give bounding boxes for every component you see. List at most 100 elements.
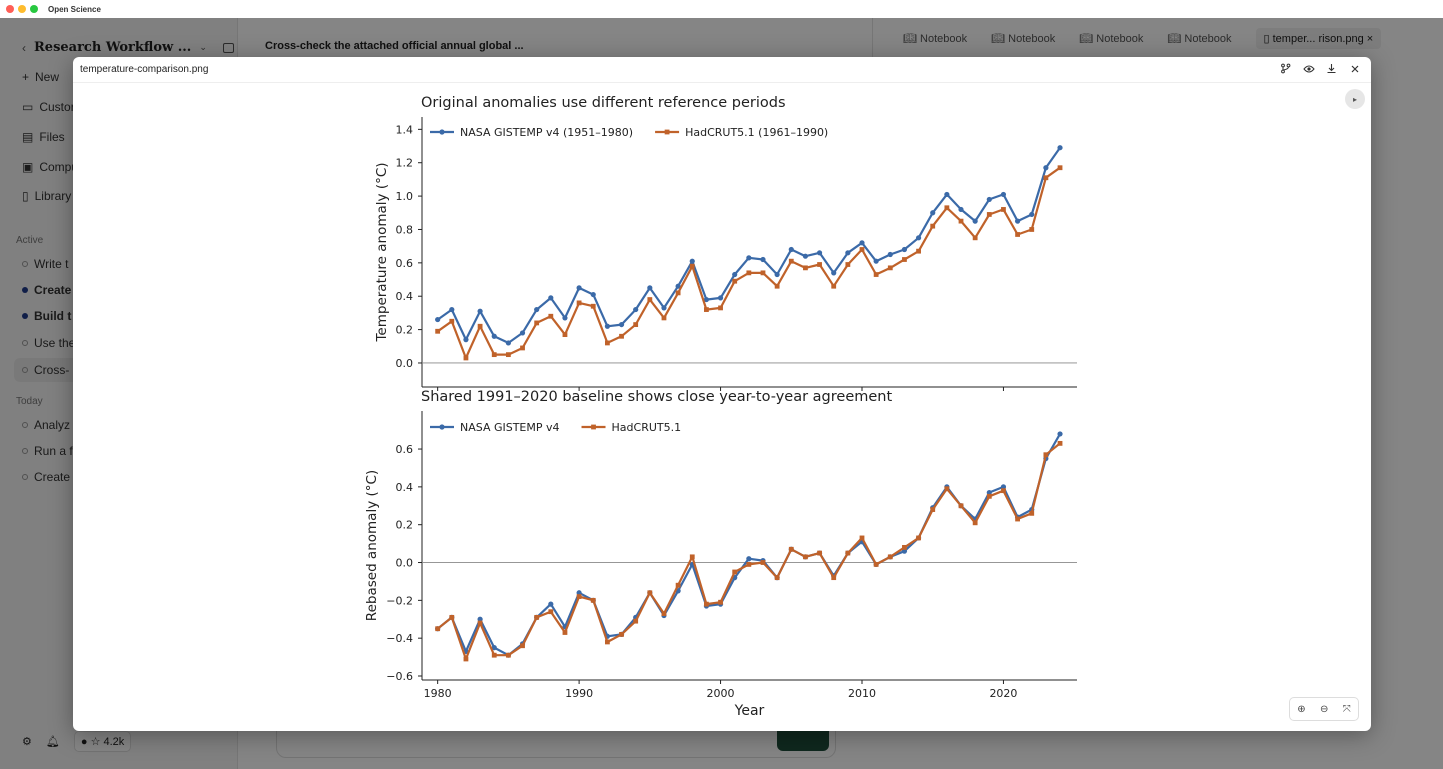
- sidebar-item-custom[interactable]: ▭ Custor: [22, 100, 75, 114]
- sidebar-item-compute[interactable]: ▣ Compu: [22, 160, 78, 174]
- data-point: [562, 630, 568, 635]
- data-point: [618, 321, 625, 328]
- data-point: [477, 323, 483, 329]
- legend-marker: [664, 129, 670, 135]
- zoom-in-icon[interactable]: ⊕: [1297, 703, 1306, 715]
- today-section-header: Today: [16, 396, 43, 407]
- sidebar-item-library[interactable]: ▯ Library: [22, 189, 71, 203]
- task-title: Cross-check the attached official annual…: [265, 40, 524, 52]
- data-point: [477, 308, 483, 314]
- list-item[interactable]: Use the: [22, 336, 75, 350]
- github-icon: ●: [80, 736, 88, 748]
- data-point: [491, 333, 497, 339]
- data-point: [760, 256, 766, 263]
- data-point: [831, 575, 837, 581]
- project-title[interactable]: Research Workflow ...: [34, 40, 192, 55]
- github-stars-button[interactable]: ● ☆ 4.2k: [73, 731, 132, 752]
- download-icon[interactable]: [1325, 62, 1338, 75]
- list-item[interactable]: Run a f: [22, 444, 73, 458]
- back-chevron-icon[interactable]: ‹: [22, 40, 26, 55]
- tab-label: temper... rison.png: [1272, 32, 1364, 45]
- data-point: [1029, 211, 1035, 218]
- data-point: [520, 345, 525, 351]
- new-label: New: [35, 70, 60, 84]
- data-point: [718, 599, 723, 605]
- data-point: [972, 218, 978, 224]
- data-point: [845, 250, 851, 256]
- data-point: [477, 620, 483, 626]
- data-point: [548, 295, 554, 301]
- data-point: [463, 355, 469, 361]
- data-point: [647, 590, 653, 596]
- data-point: [576, 285, 582, 291]
- data-point: [562, 315, 568, 321]
- x-tick-label: 1980: [424, 687, 452, 700]
- close-tab-icon[interactable]: ×: [1366, 32, 1374, 45]
- minimize-window-button[interactable]: [18, 5, 26, 13]
- chart-title: Original anomalies use different referen…: [421, 95, 786, 111]
- data-point: [930, 507, 936, 512]
- data-point: [873, 562, 879, 567]
- gear-icon[interactable]: ⚙: [22, 736, 32, 748]
- list-item[interactable]: Create: [22, 470, 70, 484]
- branch-icon[interactable]: [1279, 62, 1292, 75]
- data-point: [887, 554, 893, 560]
- maximize-window-button[interactable]: [30, 5, 38, 13]
- close-icon[interactable]: [1348, 62, 1361, 75]
- data-point: [505, 652, 511, 658]
- zoom-out-icon[interactable]: ⊖: [1320, 703, 1329, 715]
- data-point: [661, 315, 667, 321]
- x-tick-label: 2000: [707, 687, 735, 700]
- data-point: [887, 265, 893, 271]
- data-point: [689, 554, 695, 560]
- data-point: [1015, 232, 1020, 237]
- sidebar-item-files[interactable]: ▤ Files: [22, 130, 65, 144]
- y-tick-label: −0.2: [386, 594, 413, 607]
- y-tick-label: 0.6: [396, 443, 414, 456]
- chevron-down-icon[interactable]: ⌄: [199, 42, 207, 52]
- tab-notebook[interactable]: 📖︎ Notebook: [1079, 32, 1144, 45]
- tab-notebook[interactable]: 📖︎ Notebook: [991, 32, 1056, 45]
- data-point: [1000, 191, 1007, 198]
- cursor-icon[interactable]: ▸: [1345, 89, 1365, 109]
- tab-label: Notebook: [1096, 32, 1144, 45]
- data-point: [803, 554, 808, 560]
- x-axis-label: Year: [734, 703, 765, 719]
- fit-screen-icon[interactable]: ⤧: [1342, 703, 1351, 715]
- data-point: [916, 535, 921, 541]
- data-point: [519, 330, 526, 336]
- data-point: [548, 609, 554, 615]
- list-item[interactable]: Analyz: [22, 418, 70, 432]
- data-point: [831, 270, 837, 276]
- data-point: [449, 306, 455, 313]
- data-point: [958, 503, 964, 509]
- new-button[interactable]: + New: [22, 70, 59, 84]
- data-point: [590, 291, 596, 298]
- list-item[interactable]: Create: [22, 283, 71, 297]
- data-point: [520, 643, 525, 649]
- data-point: [774, 283, 780, 289]
- data-point: [491, 652, 497, 658]
- data-point: [491, 352, 497, 358]
- eye-icon[interactable]: [1302, 62, 1315, 75]
- bell-icon[interactable]: 🔔︎: [45, 736, 60, 748]
- list-item[interactable]: Build t: [22, 309, 71, 323]
- tab-notebook[interactable]: 📖︎ Notebook: [1167, 32, 1232, 45]
- list-item[interactable]: Write t: [22, 257, 68, 271]
- y-tick-label: 0.4: [396, 290, 414, 303]
- data-point: [1014, 218, 1021, 224]
- close-window-button[interactable]: [6, 5, 14, 13]
- data-point: [717, 295, 724, 301]
- tab-active-image[interactable]: ▯ temper... rison.png ×: [1255, 27, 1382, 49]
- y-tick-label: 1.4: [396, 123, 414, 136]
- modal-filename: temperature-comparison.png: [80, 64, 209, 75]
- data-point: [972, 520, 978, 526]
- sidebar-toggle-icon[interactable]: [222, 42, 234, 53]
- status-dot: [22, 261, 28, 267]
- data-point: [689, 258, 695, 264]
- data-point: [986, 489, 992, 496]
- tab-notebook[interactable]: 📖︎ Notebook: [903, 32, 968, 45]
- data-point: [803, 265, 808, 271]
- data-point: [619, 333, 624, 339]
- data-point: [944, 486, 950, 492]
